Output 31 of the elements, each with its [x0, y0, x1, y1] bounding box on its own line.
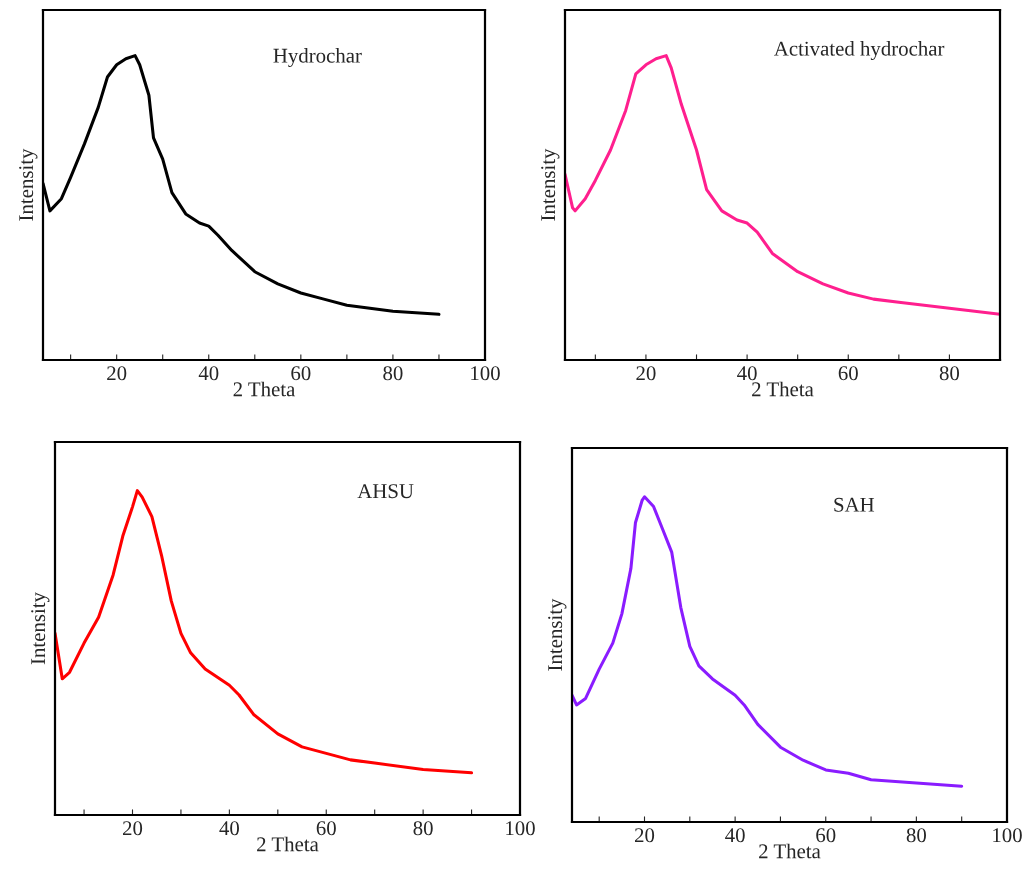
x-tick-label: 20: [635, 828, 655, 843]
annotation: Hydrochar: [273, 48, 362, 67]
x-tick-label: 60: [316, 821, 336, 836]
y-axis-title: Intensity: [31, 592, 50, 665]
x-tick-label: 60: [838, 366, 858, 381]
annotation: SAH: [834, 497, 875, 512]
x-axis-title: 2 Theta: [233, 381, 296, 397]
x-axis-title: 2 Theta: [257, 836, 319, 852]
x-axis-title: 2 Theta: [759, 843, 821, 859]
annotation: AHSU: [357, 484, 414, 499]
x-tick-label: 80: [383, 366, 403, 381]
x-tick-label: 40: [725, 828, 745, 843]
y-axis-title: Intensity: [541, 148, 560, 221]
x-tick-label: 60: [816, 828, 836, 843]
x-tick-label: 40: [198, 366, 219, 381]
x-tick-label: 20: [636, 366, 656, 381]
x-axis-title: 2 Theta: [752, 381, 814, 397]
x-tick-label: 100: [471, 366, 500, 381]
x-tick-label: 100: [993, 828, 1022, 843]
x-tick-label: 80: [939, 366, 960, 381]
x-tick-label: 100: [506, 821, 535, 836]
x-tick-label: 40: [737, 366, 757, 381]
y-axis-title: Intensity: [19, 148, 38, 221]
x-tick-label: 80: [906, 828, 926, 843]
x-tick-label: 60: [291, 366, 311, 381]
x-tick-label: 20: [107, 366, 127, 381]
x-tick-label: 40: [219, 821, 239, 836]
x-tick-label: 20: [123, 821, 143, 836]
annotation: Activated hydrochar: [774, 41, 945, 60]
y-axis-title: Intensity: [548, 598, 567, 671]
x-tick-label: 80: [413, 821, 433, 836]
